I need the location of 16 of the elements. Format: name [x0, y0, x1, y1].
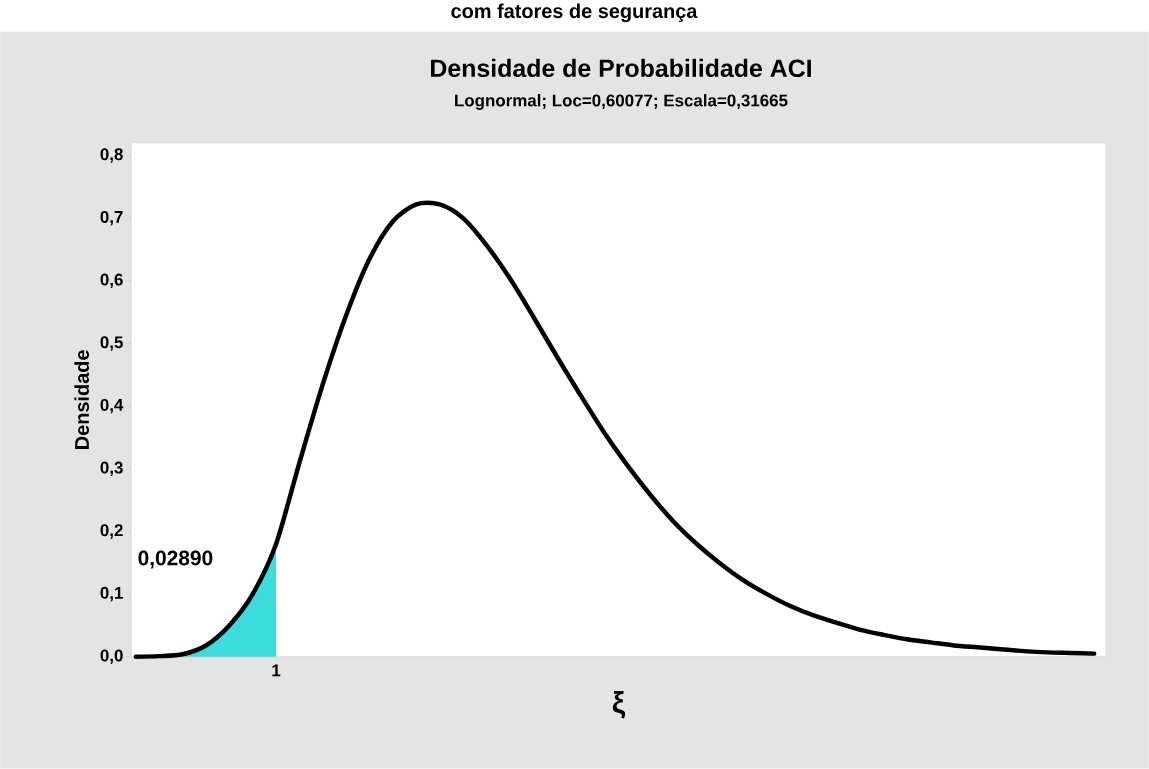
- y-tick-label: 0,5: [100, 336, 123, 351]
- x-axis-title: ξ: [612, 691, 626, 719]
- chart-subtitle: Lognormal; Loc=0,60077; Escala=0,31665: [455, 94, 788, 111]
- y-tick-label: 0,0: [100, 649, 123, 665]
- text: com fatores de segurança: [451, 3, 698, 23]
- x-tick-label: 1: [272, 664, 281, 677]
- y-tick-label: 0,1: [100, 587, 123, 602]
- y-axis-title: Densidade: [74, 350, 90, 450]
- y-tick-label: 0,6: [100, 273, 123, 289]
- y-tick-label: 0,4: [100, 399, 124, 414]
- annotation: 0,02890: [138, 550, 213, 569]
- chart-title: Densidade de Probabilidade ACI: [431, 58, 811, 78]
- y-tick-label: 0,7: [100, 211, 123, 226]
- y-tick-label: 0,8: [100, 148, 123, 163]
- y-tick-label: 0,3: [100, 461, 123, 477]
- y-tick-label: 0,2: [100, 524, 123, 539]
